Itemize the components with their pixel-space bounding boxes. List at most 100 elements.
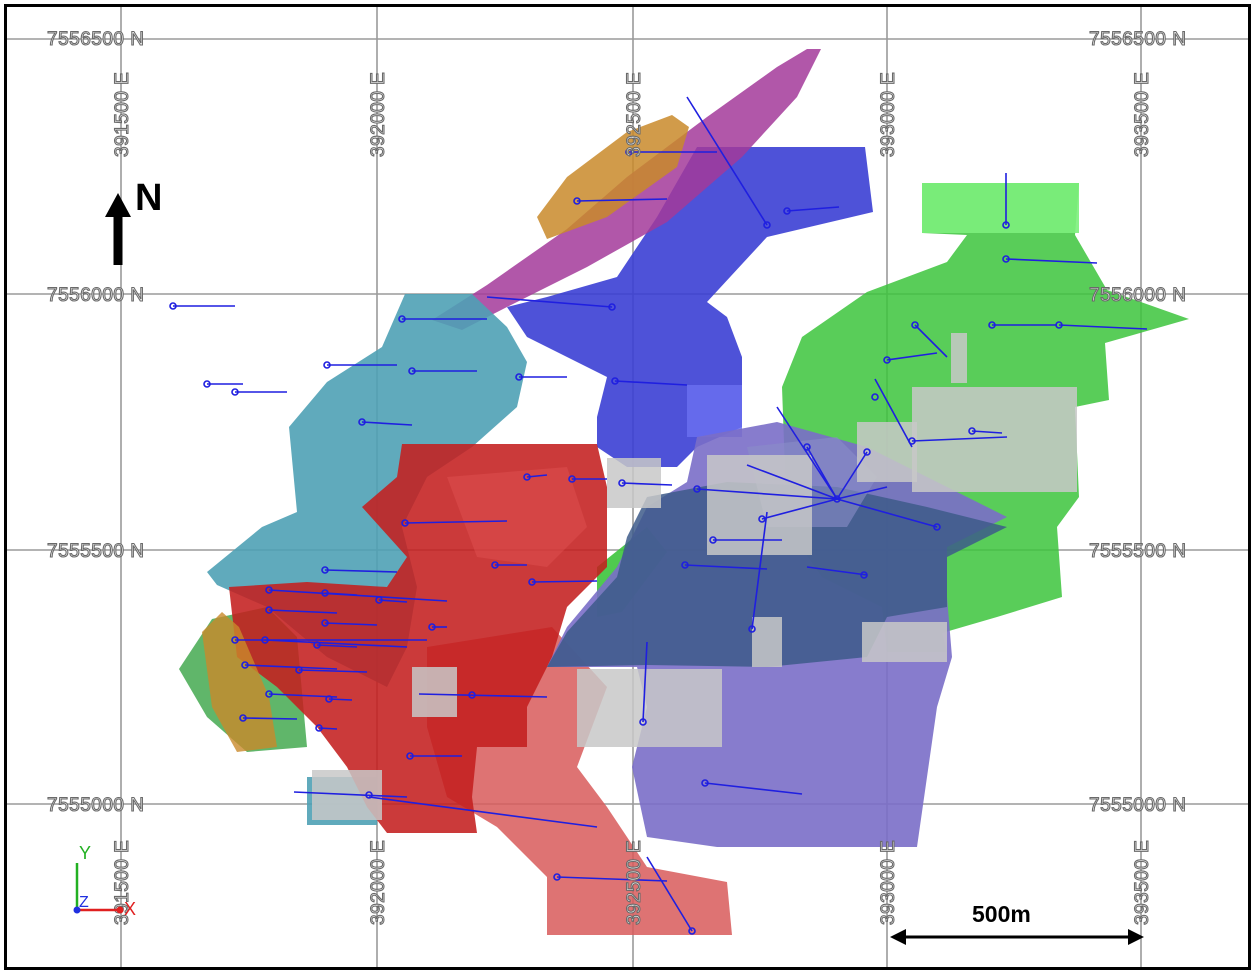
drillhole-trace	[836, 498, 941, 531]
drillhole-trace	[1002, 255, 1098, 264]
axis-triad: Y Z X	[73, 843, 136, 919]
drillhole-trace	[241, 661, 338, 670]
easting-label-top: 393000 E	[878, 72, 899, 157]
scale-bar: 500m	[890, 901, 1144, 945]
easting-label-bottom: 393500 E	[1132, 840, 1153, 925]
drillhole-trace	[375, 596, 408, 604]
grey-block-purple-east	[862, 622, 947, 662]
drillhole-trace	[321, 566, 398, 574]
drillhole-trace	[491, 561, 527, 569]
grey-block-east-small	[857, 422, 917, 482]
drillhole-trace	[1055, 321, 1148, 330]
north-arrow-label: N	[135, 177, 162, 219]
drillhole-trace	[746, 464, 838, 500]
north-arrow: N	[105, 177, 162, 265]
drillhole-trace	[625, 148, 717, 156]
slate-zone[interactable]	[547, 482, 1007, 667]
z-axis-label: Z	[79, 894, 89, 911]
drillhole-trace	[239, 714, 298, 722]
blue-zone[interactable]	[507, 147, 873, 467]
drillhole-trace	[783, 206, 840, 215]
drillhole-trace	[1002, 173, 1010, 229]
northing-label-right: 7556000 N	[1089, 285, 1186, 306]
grey-block-south-mid	[577, 669, 722, 747]
drillhole-trace	[398, 315, 487, 323]
drillhole-trace	[553, 873, 668, 882]
drillhole-trace	[523, 473, 548, 481]
drillhole-trace	[265, 606, 338, 614]
scale-bar-right-arrow-icon	[1128, 929, 1144, 945]
drillhole-trace	[313, 641, 358, 649]
grey-block-mid-low	[752, 617, 782, 667]
northing-label-left: 7555000 N	[47, 795, 144, 816]
drillhole-trace	[408, 367, 477, 375]
easting-label-bottom: 392500 E	[624, 840, 645, 925]
drillhole-trace	[358, 418, 413, 426]
drillhole-trace	[748, 511, 768, 633]
grey-block-southwest-small	[412, 667, 457, 717]
drillhole-trace	[169, 302, 235, 310]
drillhole-trace	[911, 321, 948, 358]
drillhole-trace	[758, 498, 838, 523]
easting-label-bottom: 392000 E	[368, 840, 389, 925]
drillhole-trace	[418, 691, 548, 699]
scale-bar-left-arrow-icon	[890, 929, 906, 945]
drillhole-trace	[988, 321, 1057, 329]
geological-plan-map[interactable]: 7556500 N 7556500 N 7556000 N 7556000 N …	[7, 7, 1248, 967]
drillhole-trace	[701, 779, 803, 795]
northing-label-left: 7556000 N	[47, 285, 144, 306]
easting-label-bottom: 391500 E	[112, 840, 133, 925]
grey-block-ne-column	[951, 333, 967, 383]
triad-origin-icon	[73, 906, 81, 914]
north-arrow-head-icon	[105, 193, 131, 217]
drillhole-trace	[646, 856, 696, 935]
easting-label-top: 392000 E	[368, 72, 389, 157]
grey-block-mid	[707, 455, 812, 555]
drillhole-trace	[321, 619, 378, 627]
drillhole-trace	[265, 690, 338, 698]
easting-label-top: 392500 E	[624, 72, 645, 157]
drillhole-trace	[368, 796, 598, 828]
northing-label-left: 7555500 N	[47, 541, 144, 562]
drillhole-trace	[321, 589, 358, 597]
x-axis-end-icon	[116, 906, 124, 914]
drillhole-trace	[681, 561, 768, 570]
drillhole-trace	[968, 427, 1003, 435]
easting-label-top: 391500 E	[112, 72, 133, 157]
drillhole-trace	[528, 578, 598, 586]
map-frame: 7556500 N 7556500 N 7556000 N 7556000 N …	[4, 4, 1251, 970]
drillhole-trace	[515, 373, 567, 381]
scale-bar-label: 500m	[972, 901, 1031, 927]
drillholes	[169, 96, 1148, 935]
green-zone-light-block	[922, 183, 1079, 233]
drillhole-trace	[261, 636, 408, 648]
drillhole-trace	[871, 378, 913, 448]
drillhole-trace	[325, 695, 353, 703]
easting-label-top: 393500 E	[1132, 72, 1153, 157]
drillhole-trace	[203, 380, 243, 388]
red-zone-inner-light	[447, 467, 587, 567]
drillhole-trace	[406, 752, 462, 760]
drillhole-trace	[806, 566, 868, 579]
drillhole-trace	[836, 486, 888, 500]
drillhole-trace	[486, 296, 616, 311]
orange-zone-southwest	[202, 612, 277, 752]
orange-zone-north	[537, 115, 689, 239]
drillhole-trace	[315, 724, 338, 732]
drillhole-trace	[908, 436, 1008, 445]
drillhole-trace	[618, 479, 673, 487]
x-axis-label: X	[124, 899, 136, 919]
easting-label-bottom: 393000 E	[878, 840, 899, 925]
drillhole-trace	[573, 197, 668, 205]
y-axis-label: Y	[79, 843, 91, 863]
grey-blocks	[312, 333, 1077, 820]
drillhole-trace	[265, 586, 448, 602]
drillhole-trace	[611, 377, 688, 386]
northing-label-right: 7556500 N	[1089, 29, 1186, 50]
drillhole-trace	[836, 448, 871, 500]
drillhole-trace	[295, 666, 368, 674]
drillhole-trace	[401, 519, 508, 527]
northing-label-right: 7555500 N	[1089, 541, 1186, 562]
grid-labels: 7556500 N 7556500 N 7556000 N 7556000 N …	[46, 28, 1186, 925]
drillhole-trace	[686, 96, 771, 229]
